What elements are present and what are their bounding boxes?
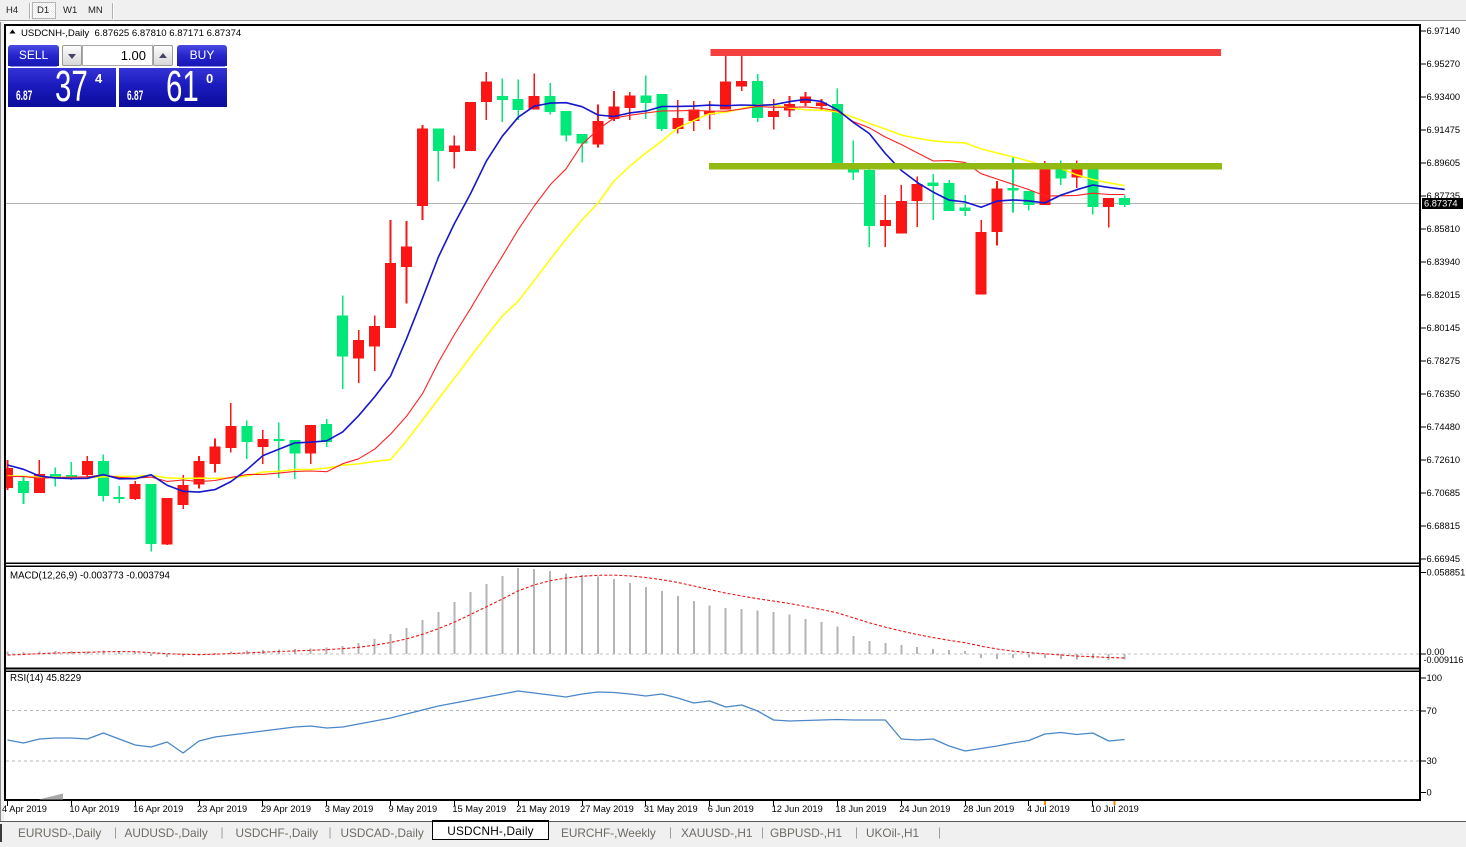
svg-text:0: 0 [1427, 788, 1432, 798]
svg-text:6.76350: 6.76350 [1427, 389, 1461, 399]
svg-text:6.66945: 6.66945 [1427, 554, 1461, 564]
svg-text:6.95270: 6.95270 [1427, 59, 1461, 69]
svg-text:4 Apr 2019: 4 Apr 2019 [2, 804, 47, 814]
svg-text:6.78275: 6.78275 [1427, 356, 1461, 366]
svg-text:16 Apr 2019: 16 Apr 2019 [133, 804, 183, 814]
svg-text:70: 70 [1427, 706, 1437, 716]
svg-text:RSI(14) 45.8229: RSI(14) 45.8229 [10, 673, 81, 684]
svg-text:30: 30 [1427, 756, 1437, 766]
svg-text:24 Jun 2019: 24 Jun 2019 [899, 804, 950, 814]
svg-text:6.82015: 6.82015 [1427, 290, 1461, 300]
svg-text:6.74480: 6.74480 [1427, 422, 1461, 432]
svg-text:27 May 2019: 27 May 2019 [580, 804, 634, 814]
svg-text:18 Jun 2019: 18 Jun 2019 [835, 804, 886, 814]
svg-text:4 Jul 2019: 4 Jul 2019 [1027, 804, 1070, 814]
svg-text:10 Jul 2019: 10 Jul 2019 [1091, 804, 1139, 814]
svg-text:6.87735: 6.87735 [1427, 191, 1461, 201]
svg-text:6.87374: 6.87374 [1424, 199, 1458, 209]
svg-text:6.68815: 6.68815 [1427, 521, 1461, 531]
svg-text:3 May 2019: 3 May 2019 [325, 804, 374, 814]
svg-text:29 Apr 2019: 29 Apr 2019 [261, 804, 311, 814]
svg-text:-0.009116: -0.009116 [1424, 655, 1464, 665]
svg-text:0.00: 0.00 [1427, 647, 1445, 657]
svg-text:31 May 2019: 31 May 2019 [644, 804, 698, 814]
svg-text:MACD(12,26,9) -0.003773 -0.003: MACD(12,26,9) -0.003773 -0.003794 [10, 571, 171, 582]
svg-text:0.058851: 0.058851 [1427, 568, 1466, 578]
svg-text:6.83940: 6.83940 [1427, 257, 1461, 267]
svg-text:23 Apr 2019: 23 Apr 2019 [197, 804, 247, 814]
svg-text:21 May 2019: 21 May 2019 [516, 804, 570, 814]
svg-text:6.91475: 6.91475 [1427, 125, 1461, 135]
svg-text:10 Apr 2019: 10 Apr 2019 [69, 804, 119, 814]
svg-text:6 Jun 2019: 6 Jun 2019 [708, 804, 754, 814]
svg-text:6.72610: 6.72610 [1427, 455, 1461, 465]
svg-text:15 May 2019: 15 May 2019 [452, 804, 506, 814]
svg-text:28 Jun 2019: 28 Jun 2019 [963, 804, 1014, 814]
svg-text:6.80145: 6.80145 [1427, 323, 1461, 333]
svg-text:6.93400: 6.93400 [1427, 92, 1461, 102]
svg-text:100: 100 [1427, 673, 1443, 683]
svg-text:6.89605: 6.89605 [1427, 158, 1461, 168]
svg-text:USDCNH-,Daily 6.87625 6.87810: USDCNH-,Daily 6.87625 6.87810 6.87171 6.… [21, 28, 242, 39]
svg-text:6.97140: 6.97140 [1427, 26, 1461, 36]
svg-text:6.70685: 6.70685 [1427, 488, 1461, 498]
svg-text:9 May 2019: 9 May 2019 [389, 804, 438, 814]
svg-text:12 Jun 2019: 12 Jun 2019 [772, 804, 823, 814]
svg-text:6.85810: 6.85810 [1427, 224, 1461, 234]
